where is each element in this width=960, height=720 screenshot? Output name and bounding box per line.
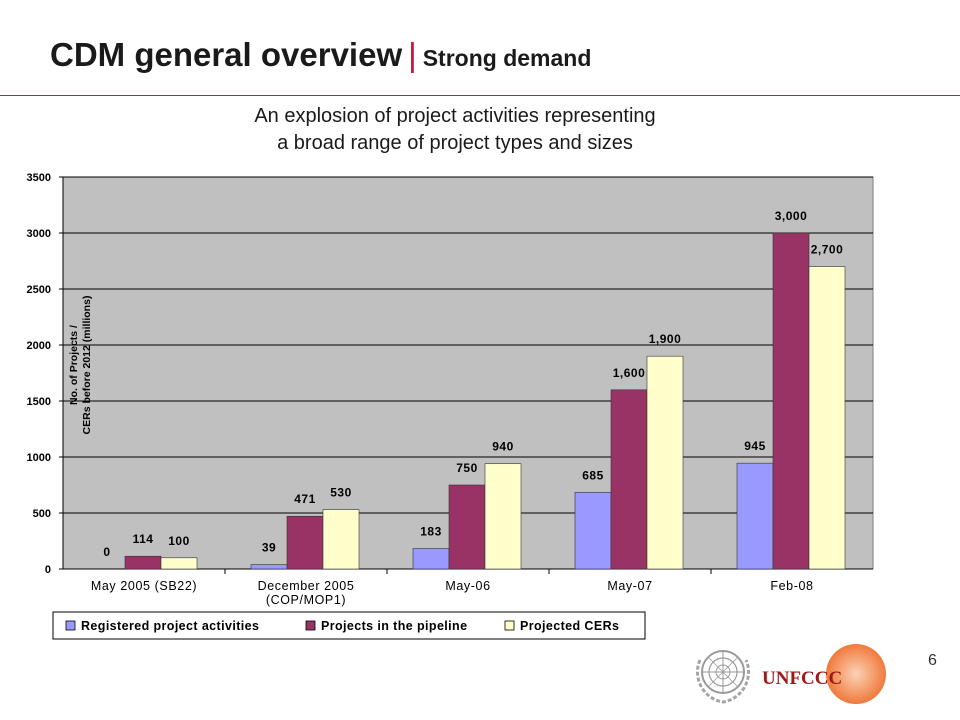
data-label: 2,700 <box>811 243 844 257</box>
x-tick-label: Feb-08 <box>770 579 813 593</box>
bar <box>646 355 684 570</box>
bar <box>772 232 810 570</box>
y-tick-label: 1500 <box>27 396 51 408</box>
bar-chart: 0 500 1000 1500 2000 2500 3000 3500 0 114 100 May 2… <box>27 172 874 640</box>
legend-label: Projected CERs <box>520 619 619 633</box>
bar <box>286 515 324 570</box>
legend-swatch <box>504 620 515 631</box>
legend-label: Registered project activities <box>81 619 259 633</box>
bar <box>736 462 774 570</box>
unfccc-logo-text: UNFCCC <box>762 668 842 689</box>
y-tick-label: 2500 <box>27 284 51 296</box>
data-label: 183 <box>420 525 442 539</box>
bar <box>412 548 450 570</box>
subtitle-line-2: a broad range of project types and sizes <box>277 132 633 154</box>
y-axis-label: CERs before 2012 (millions) <box>81 296 93 435</box>
un-emblem-logo <box>695 650 751 704</box>
title-sub: Strong demand <box>422 45 592 71</box>
title-main: CDM general overview <box>50 36 403 73</box>
y-tick-label: 0 <box>45 564 51 576</box>
x-tick-label: May-06 <box>445 579 490 593</box>
bar <box>124 555 162 570</box>
data-label: 39 <box>262 541 276 555</box>
bar <box>250 564 288 570</box>
bar <box>448 484 486 570</box>
data-label: 530 <box>330 486 352 500</box>
data-label: 471 <box>294 492 316 506</box>
header-divider <box>0 95 960 96</box>
legend-swatch <box>65 620 76 631</box>
data-label: 1,900 <box>649 332 682 346</box>
y-tick-label: 3500 <box>27 172 51 184</box>
unfccc-logo: UNFCCC <box>756 640 916 711</box>
x-tick-label: December 2005 <box>258 579 355 593</box>
legend-label: Projects in the pipeline <box>321 619 467 633</box>
bar <box>484 463 522 570</box>
bar <box>160 557 198 570</box>
subtitle: An explosion of project activities repre… <box>180 103 730 157</box>
bar <box>322 509 360 570</box>
x-tick-label: (COP/MOP1) <box>266 593 346 607</box>
data-label: 750 <box>456 461 478 475</box>
x-tick-label: May 2005 (SB22) <box>91 579 197 593</box>
data-label: 0 <box>103 545 110 559</box>
data-label: 945 <box>744 439 766 453</box>
bar <box>808 266 846 570</box>
legend-swatch <box>305 620 316 631</box>
data-label: 114 <box>133 532 154 546</box>
bar <box>610 389 648 570</box>
data-label: 685 <box>582 468 604 482</box>
data-label: 3,000 <box>775 209 808 223</box>
y-tick-label: 2000 <box>27 340 51 352</box>
data-label: 1,600 <box>613 366 646 380</box>
y-axis-label: No. of Projects / <box>68 325 80 405</box>
legend <box>52 611 646 640</box>
bar <box>574 491 612 570</box>
y-tick-label: 1000 <box>27 452 51 464</box>
y-tick-label: 500 <box>33 508 51 520</box>
data-label: 100 <box>168 534 190 548</box>
data-label: 940 <box>492 440 514 454</box>
title-separator: | <box>408 36 417 73</box>
x-tick-label: May-07 <box>607 579 652 593</box>
y-tick-label: 3000 <box>27 228 51 240</box>
page-title: CDM general overview | Strong demand <box>50 36 591 74</box>
page-number: 6 <box>928 652 937 669</box>
subtitle-line-1: An explosion of project activities repre… <box>254 105 656 127</box>
